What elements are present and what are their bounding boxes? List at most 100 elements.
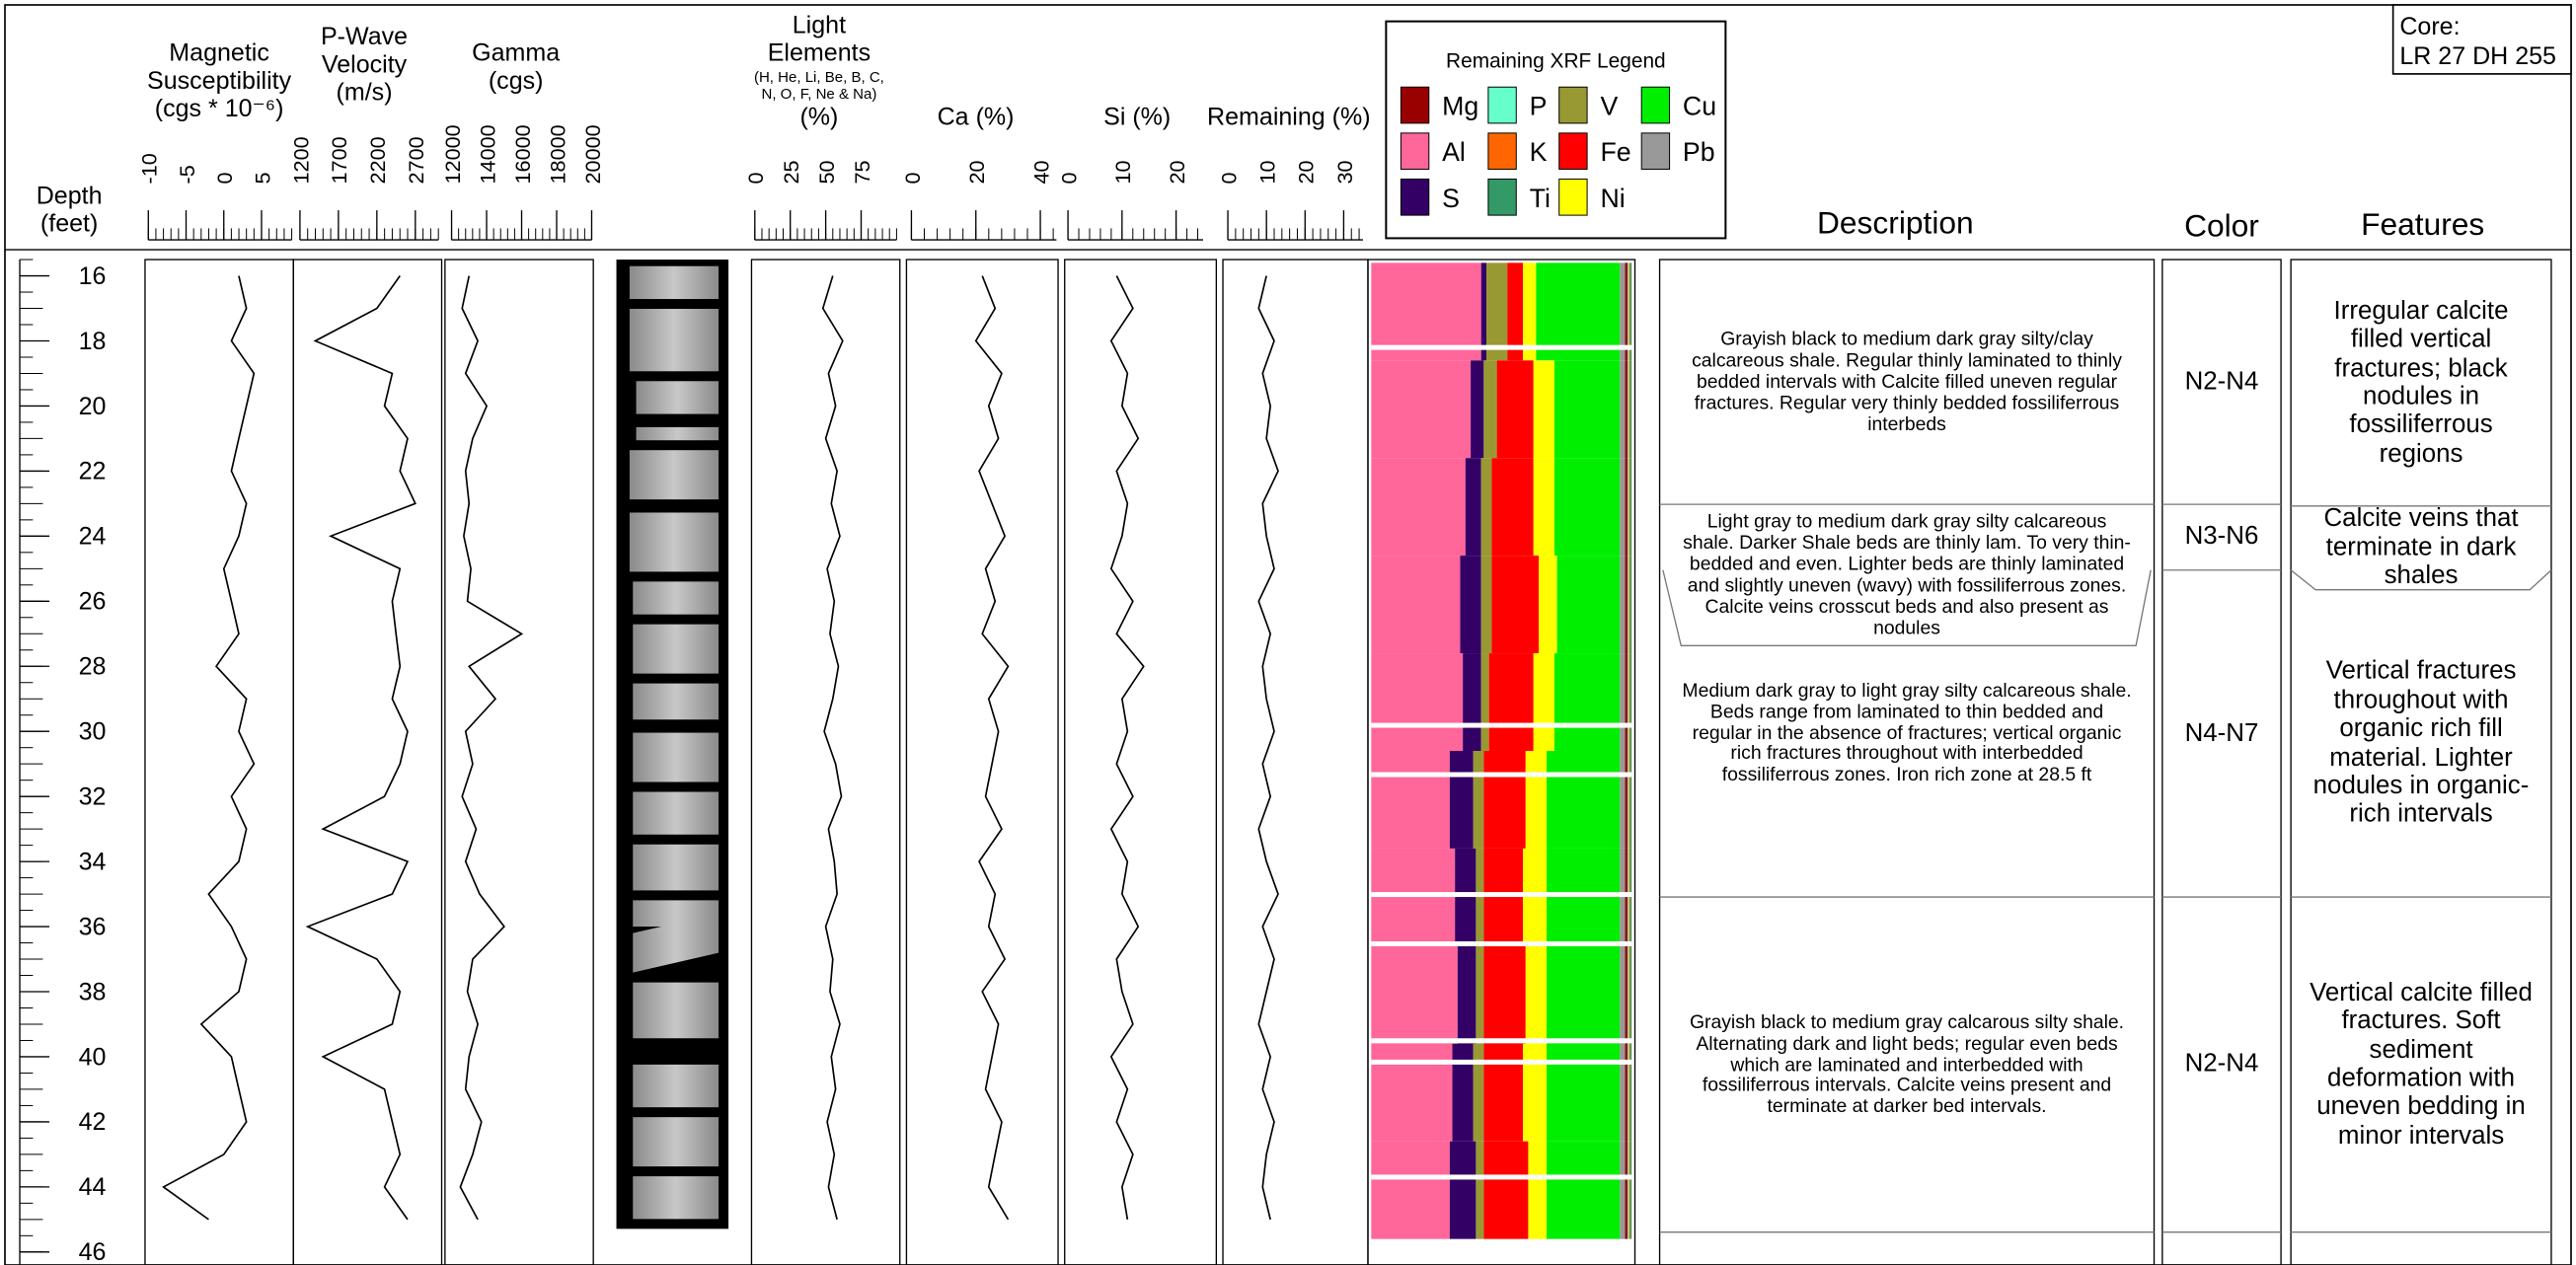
depth-title: Depth <box>37 182 103 209</box>
xrf-segment <box>1626 946 1629 1044</box>
color-code-text: N3-N6 <box>2162 504 2281 570</box>
depth-tick-label: 32 <box>79 783 107 811</box>
track-title: P-Wave <box>321 23 408 50</box>
feature: Vertical fractures throughout with organ… <box>2294 590 2547 897</box>
xrf-segment <box>1628 653 1629 751</box>
xrf-segment <box>1481 653 1489 751</box>
xrf-segment <box>1450 1142 1477 1239</box>
features-header: Features <box>2361 206 2484 242</box>
xrf-segment <box>1630 653 1631 751</box>
xrf-segment <box>1630 1142 1631 1239</box>
xrf-segment <box>1628 946 1629 1044</box>
xrf-segment <box>1539 556 1557 653</box>
track-title: (m/s) <box>337 79 393 107</box>
axis-tick-label: 25 <box>779 160 803 184</box>
core-label-title: Core: <box>2399 13 2460 40</box>
feature: Irregular calcite filled vertical fractu… <box>2294 262 2547 502</box>
track-frame <box>1223 260 1368 1265</box>
xrf-segment <box>1534 653 1554 751</box>
xrf-gap <box>1371 1174 1631 1179</box>
core-label-id: LR 27 DH 255 <box>2399 42 2556 70</box>
depth-tick-label: 22 <box>79 458 107 485</box>
description: Grayish black to medium dark gray silty/… <box>1668 262 2146 500</box>
track-note: (H, He, Li, Be, B, C, <box>754 69 884 86</box>
xrf-segment <box>1628 360 1629 458</box>
depth-tick-label: 18 <box>79 328 107 355</box>
xrf-segment <box>1526 946 1547 1044</box>
xrf-segment <box>1497 360 1534 458</box>
legend-label: S <box>1442 184 1460 213</box>
xrf-segment <box>1629 1142 1630 1239</box>
track-title: Susceptibility <box>147 67 292 95</box>
xrf-segment <box>1628 751 1629 849</box>
depth-tick-label: 42 <box>79 1108 107 1136</box>
xrf-segment <box>1630 360 1631 458</box>
xrf-segment <box>1628 1044 1629 1142</box>
axis-tick-label: 1200 <box>288 136 313 184</box>
xrf-segment <box>1630 1044 1631 1142</box>
color-code: N3-N6 <box>2162 504 2281 570</box>
xrf-segment <box>1534 360 1554 458</box>
xrf-segment <box>1455 849 1476 946</box>
axis-tick-label: 10 <box>1110 160 1135 184</box>
legend-swatch <box>1488 87 1516 123</box>
xrf-segment <box>1626 458 1629 556</box>
xrf-segment <box>1476 1142 1483 1239</box>
xrf-segment <box>1523 1044 1547 1142</box>
feature: Vertical calcite filled fractures. Soft … <box>2294 900 2547 1228</box>
xrf-segment <box>1471 360 1483 458</box>
xrf-segment <box>1628 849 1629 946</box>
xrf-segment <box>1626 360 1629 458</box>
axis-tick-label: 20000 <box>580 124 605 184</box>
xrf-segment <box>1483 849 1523 946</box>
description: Medium dark gray to light gray silty cal… <box>1668 649 2146 817</box>
axis-tick-label: 20 <box>1294 160 1319 184</box>
xrf-segment <box>1629 849 1630 946</box>
core-log-page: Core: LR 27 DH 255 Depth (feet) Remainin… <box>0 0 2576 1265</box>
legend-label: Ti <box>1530 184 1551 213</box>
axis-tick-label: 0 <box>900 172 925 184</box>
xrf-segment <box>1466 458 1481 556</box>
legend-swatch <box>1559 87 1587 123</box>
description-text: Medium dark gray to light gray silty cal… <box>1668 649 2146 817</box>
track-title: Magnetic <box>169 39 269 67</box>
track-frame <box>145 260 293 1265</box>
xrf-segment <box>1629 751 1630 849</box>
depth-tick-label: 44 <box>79 1173 107 1201</box>
log-curve <box>1258 276 1278 1220</box>
xrf-gap <box>1371 892 1631 897</box>
track-title: (cgs) <box>489 67 544 95</box>
xrf-segment <box>1629 360 1630 458</box>
xrf-segment <box>1630 849 1631 946</box>
xrf-segment <box>1628 556 1629 653</box>
xrf-segment <box>1626 653 1629 751</box>
axis-tick-label: 16000 <box>510 124 535 184</box>
description-text: Grayish black to medium gray calcarous s… <box>1668 900 2146 1228</box>
xrf-segment <box>1620 360 1625 458</box>
xrf-segment <box>1463 653 1481 751</box>
xrf-segment <box>1629 458 1630 556</box>
track-title: Si (%) <box>1103 104 1171 131</box>
axis-tick-label: 12000 <box>440 124 465 184</box>
xrf-segment <box>1371 360 1471 458</box>
track-title: Remaining (%) <box>1207 104 1371 131</box>
xrf-segment <box>1460 556 1480 653</box>
xrf-segment <box>1630 946 1631 1044</box>
axis-tick-label: 2200 <box>365 136 390 184</box>
depth-title: (feet) <box>40 210 98 238</box>
axis-tick-label: 1700 <box>327 136 351 184</box>
track-title: Elements <box>768 39 871 67</box>
track-frame <box>1065 260 1217 1265</box>
legend-label: K <box>1530 137 1548 167</box>
xrf-segment <box>1626 1142 1629 1239</box>
legend-label: P <box>1530 92 1548 121</box>
color-code: N2-N4 <box>2162 897 2281 1232</box>
xrf-segment <box>1371 849 1455 946</box>
depth-tick-label: 38 <box>79 978 107 1005</box>
track-frame <box>751 260 899 1265</box>
axis-tick-label: 0 <box>1056 172 1081 184</box>
feature-text: Vertical fractures throughout with organ… <box>2294 590 2547 897</box>
xrf-segment <box>1629 556 1630 653</box>
xrf-gap <box>1371 345 1631 350</box>
xrf-segment <box>1547 1044 1620 1142</box>
